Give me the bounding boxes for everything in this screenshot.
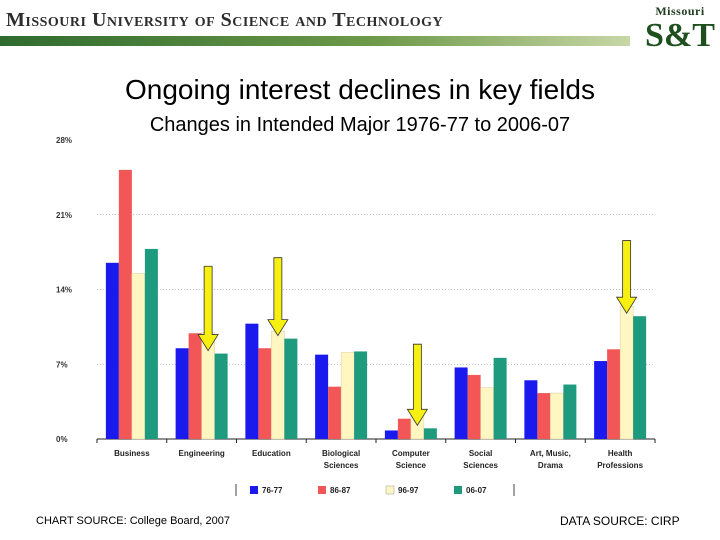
bar-76-77 — [594, 361, 608, 439]
bar-06-07 — [144, 248, 158, 439]
legend-label: 76-77 — [262, 486, 283, 495]
logo-main-text: S&T — [645, 17, 715, 54]
highlight-arrow — [267, 257, 289, 337]
highlight-arrow — [197, 265, 219, 352]
bar-06-07 — [633, 316, 647, 439]
x-category-label: Health — [608, 449, 633, 458]
x-category-label: Computer — [392, 449, 430, 458]
x-category-label: Social — [469, 449, 493, 458]
bar-06-07 — [423, 428, 437, 439]
bar-06-07 — [354, 351, 368, 439]
legend-label: 96-97 — [398, 486, 419, 495]
legend-swatch-96-97 — [385, 485, 395, 495]
x-category-label: Sciences — [324, 461, 359, 470]
bar-76-77 — [524, 380, 538, 439]
x-category-label: Professions — [597, 461, 643, 470]
bar-86-87 — [328, 386, 342, 439]
x-category-label: Education — [252, 449, 291, 458]
slide-header: Missouri University of Science and Techn… — [0, 0, 720, 53]
bar-76-77 — [245, 323, 259, 439]
chart-source-note: CHART SOURCE: College Board, 2007 — [36, 515, 231, 527]
legend-label: 06-07 — [466, 486, 487, 495]
bar-86-87 — [118, 169, 132, 439]
x-category-label: Art, Music, — [530, 449, 571, 458]
bar-96-97 — [271, 330, 285, 440]
university-logo: Missouri S&T — [645, 4, 715, 64]
university-name: Missouri University of Science and Techn… — [6, 9, 444, 31]
x-category-label: Sciences — [463, 461, 498, 470]
bar-86-87 — [467, 374, 481, 439]
bar-96-97 — [619, 306, 634, 440]
bar-96-97 — [340, 352, 355, 440]
bar-86-87 — [537, 393, 551, 439]
y-tick-label: 7% — [56, 360, 68, 369]
legend-swatch-76-77 — [250, 486, 258, 494]
y-tick-label: 14% — [56, 286, 72, 295]
bar-76-77 — [175, 348, 189, 439]
highlight-arrow — [406, 343, 429, 427]
bar-06-07 — [214, 353, 228, 439]
bar-06-07 — [493, 357, 507, 439]
data-source-note: DATA SOURCE: CIRP — [560, 514, 680, 528]
legend-label: 86-87 — [330, 486, 351, 495]
bar-76-77 — [105, 262, 119, 439]
x-category-label: Biological — [322, 449, 360, 458]
x-category-label: Business — [114, 449, 150, 458]
logo-top-text: Missouri — [655, 4, 705, 18]
bar-76-77 — [315, 354, 329, 439]
y-tick-label: 28% — [56, 136, 72, 145]
bar-76-77 — [454, 367, 468, 439]
y-tick-label: 0% — [56, 435, 68, 444]
bar-86-87 — [258, 348, 272, 439]
chart-title: Changes in Intended Major 1976-77 to 200… — [149, 114, 571, 136]
x-category-label: Drama — [538, 461, 563, 470]
legend-swatch-06-07 — [454, 486, 462, 494]
legend-swatch-86-87 — [318, 486, 326, 494]
y-tick-label: 21% — [56, 211, 72, 220]
bar-06-07 — [563, 384, 577, 439]
bar-96-97 — [131, 273, 146, 440]
x-category-label: Science — [396, 461, 427, 470]
header-green-bar — [0, 36, 630, 46]
bar-06-07 — [284, 338, 298, 439]
bar-96-97 — [550, 392, 564, 440]
bar-86-87 — [397, 418, 411, 439]
highlight-arrow — [615, 240, 638, 314]
bar-96-97 — [480, 387, 494, 440]
bar-86-87 — [188, 333, 202, 439]
bar-86-87 — [607, 349, 621, 439]
slide-title: Ongoing interest declines in key fields — [124, 74, 596, 105]
bar-76-77 — [384, 430, 398, 439]
x-category-label: Engineering — [179, 449, 225, 458]
